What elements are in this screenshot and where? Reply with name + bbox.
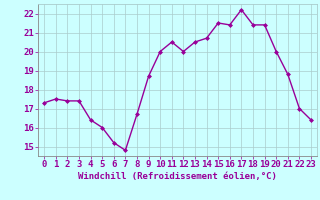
X-axis label: Windchill (Refroidissement éolien,°C): Windchill (Refroidissement éolien,°C)	[78, 172, 277, 181]
